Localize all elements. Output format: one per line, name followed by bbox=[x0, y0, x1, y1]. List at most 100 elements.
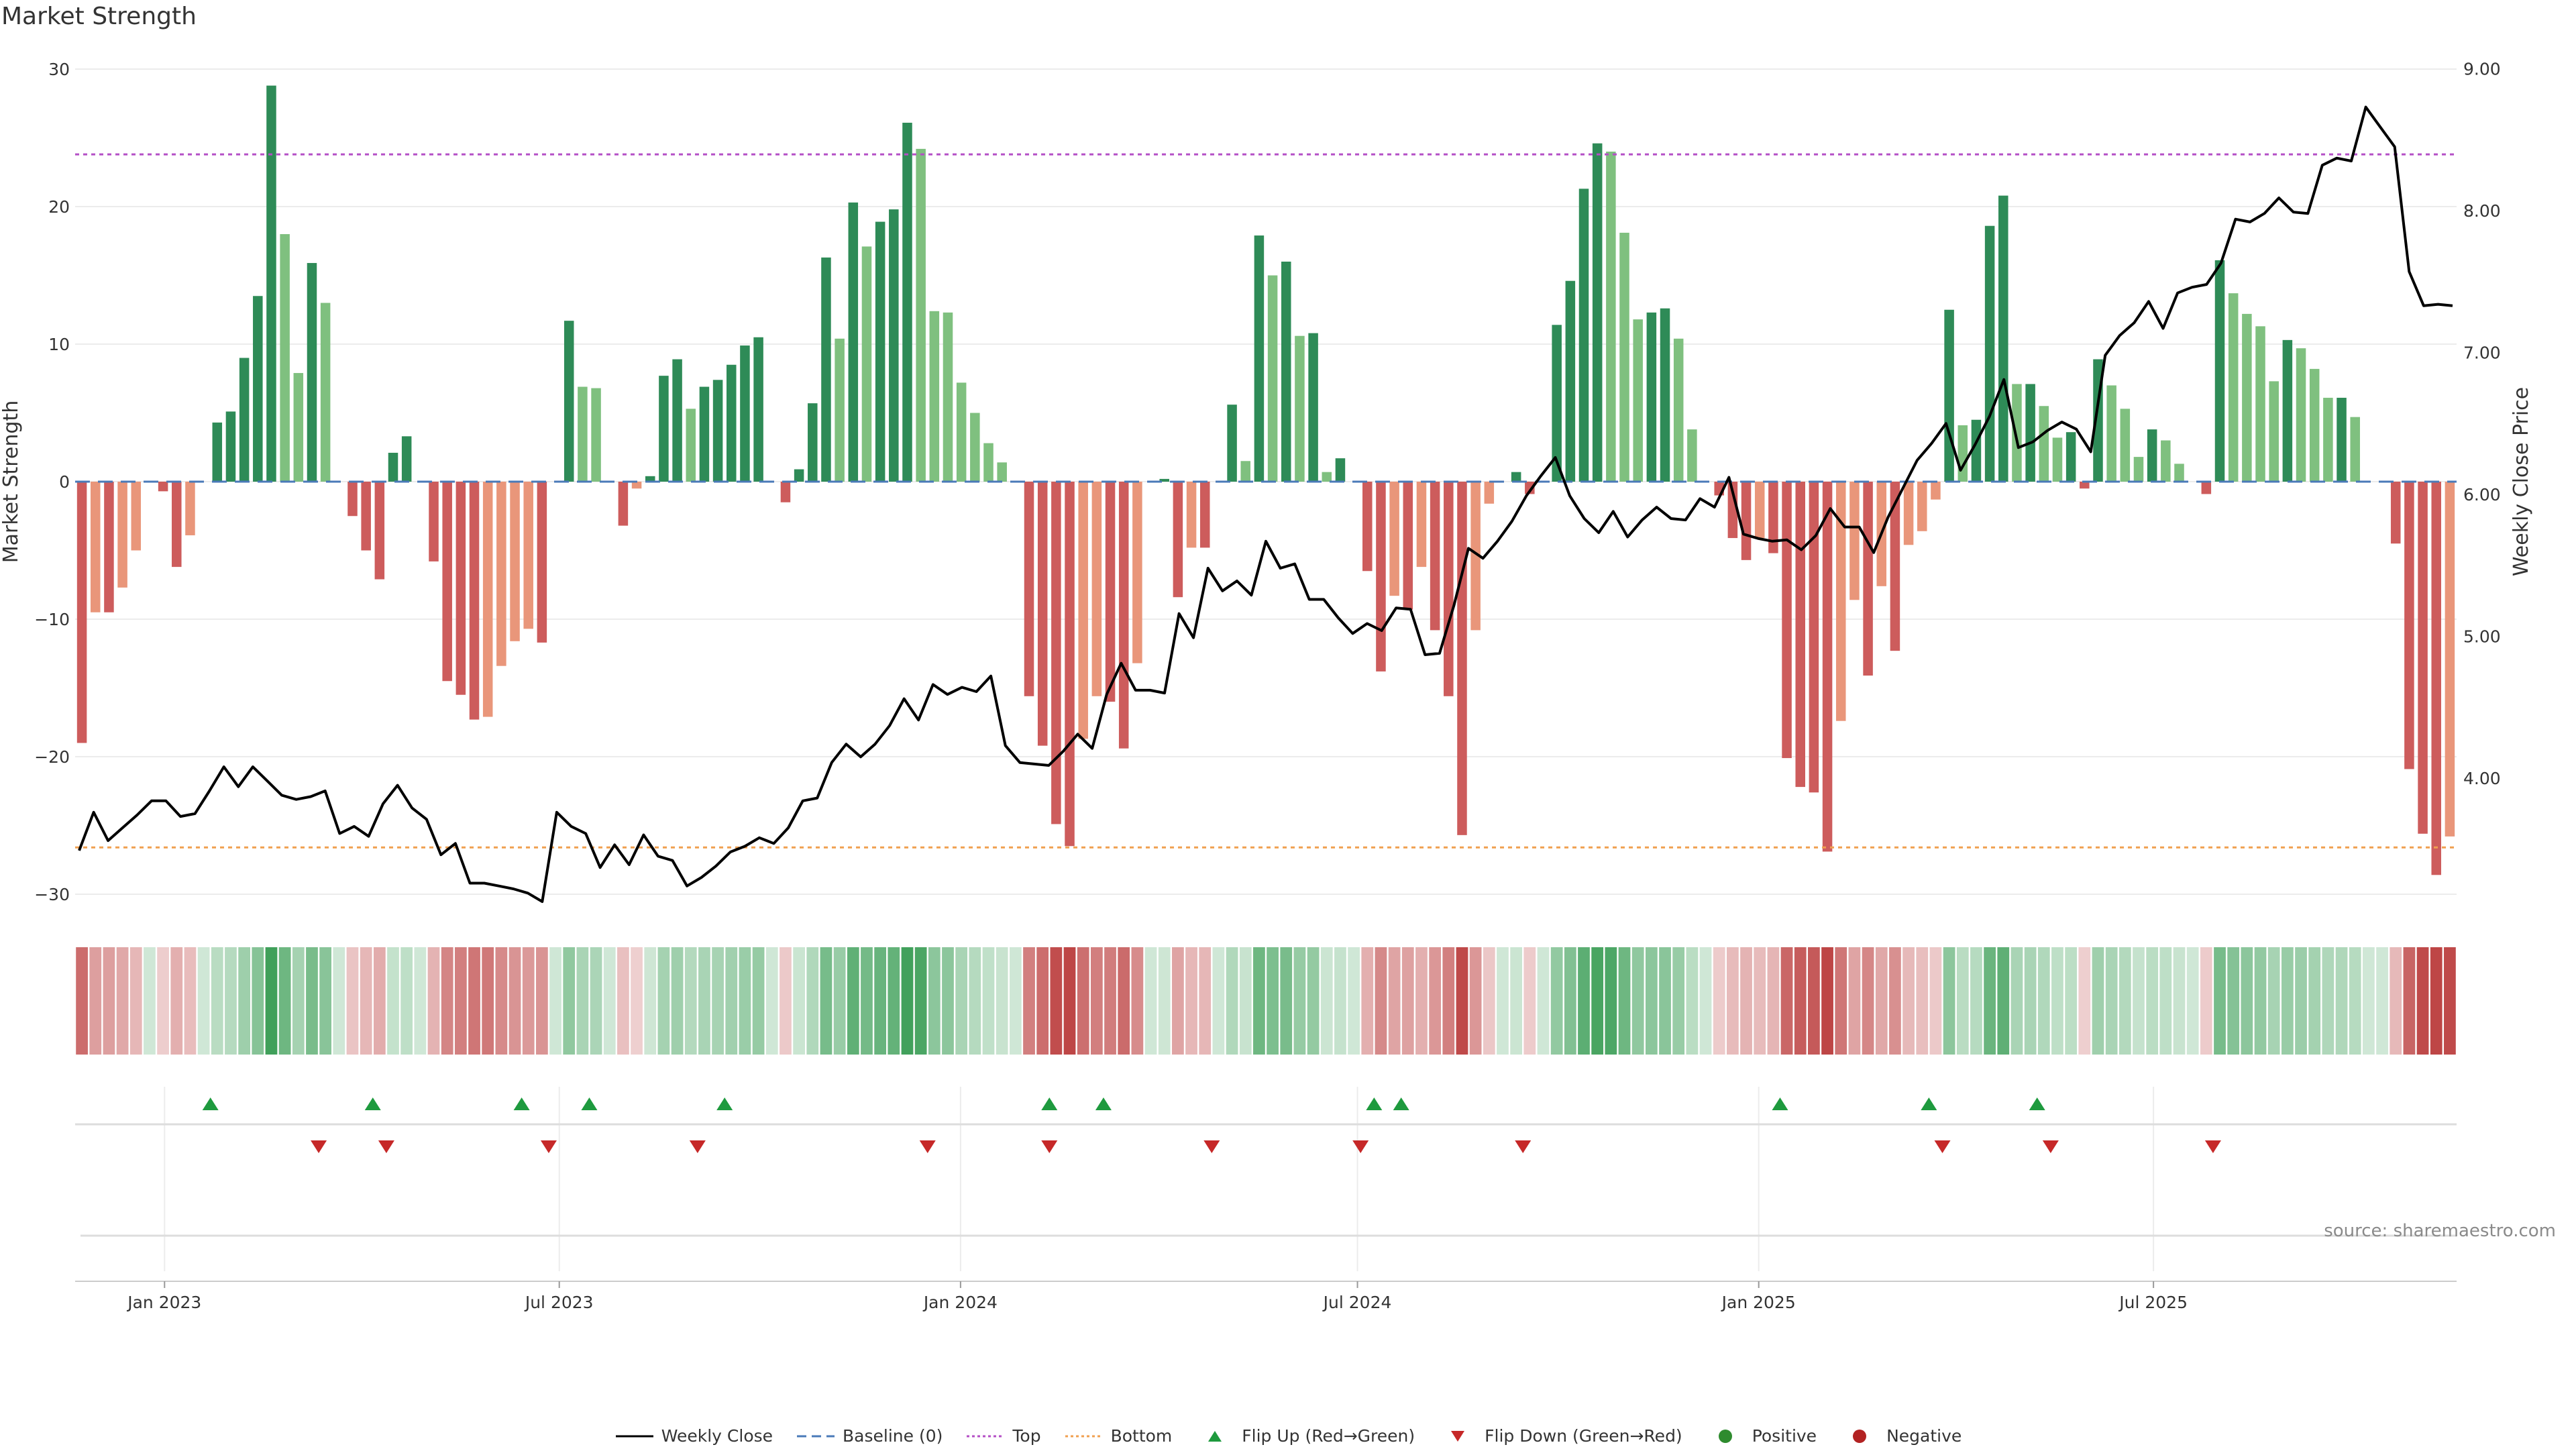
strength-bar bbox=[740, 345, 750, 482]
flip-down-marker bbox=[1515, 1140, 1532, 1153]
heat-cell bbox=[914, 947, 927, 1055]
heat-cell bbox=[1239, 947, 1252, 1055]
heat-cell bbox=[144, 947, 156, 1055]
strength-bar bbox=[239, 358, 250, 482]
heat-cell bbox=[671, 947, 684, 1055]
strength-bar bbox=[699, 386, 710, 482]
strength-bar bbox=[848, 202, 859, 482]
heat-cell bbox=[103, 947, 115, 1055]
strength-bar bbox=[388, 452, 398, 482]
heat-cell bbox=[1118, 947, 1130, 1055]
triangle-down-icon bbox=[1451, 1430, 1465, 1442]
strength-bar bbox=[1118, 482, 1129, 749]
heat-cell bbox=[1009, 947, 1022, 1055]
strength-bar bbox=[442, 482, 452, 682]
flip-down-marker bbox=[1934, 1140, 1951, 1153]
line-dotted-icon bbox=[967, 1435, 1005, 1437]
strength-bar bbox=[1822, 482, 1833, 852]
heat-cell bbox=[1090, 947, 1103, 1055]
reference-lines bbox=[75, 153, 2457, 849]
heat-cell bbox=[982, 947, 995, 1055]
strength-bar bbox=[2228, 293, 2239, 482]
strength-bar bbox=[1578, 189, 1589, 482]
heat-cell bbox=[1280, 947, 1293, 1055]
heat-cell bbox=[536, 947, 548, 1055]
heat-cell bbox=[1212, 947, 1225, 1055]
strength-bar bbox=[1322, 472, 1332, 482]
strength-bar bbox=[1091, 482, 1102, 696]
heat-cell bbox=[184, 947, 197, 1055]
strength-bar bbox=[875, 221, 885, 482]
heat-cell bbox=[1821, 947, 1833, 1055]
flip-down-marker bbox=[1352, 1140, 1369, 1153]
heat-cell bbox=[2335, 947, 2348, 1055]
strength-bar bbox=[1552, 325, 1562, 482]
strength-bar bbox=[2025, 384, 2035, 482]
heat-cell bbox=[346, 947, 359, 1055]
heat-cell bbox=[1375, 947, 1387, 1055]
heat-cell bbox=[1550, 947, 1563, 1055]
strength-bar bbox=[835, 338, 845, 482]
flip-down-marker bbox=[311, 1140, 327, 1153]
strength-bar bbox=[496, 482, 506, 666]
heat-cell bbox=[306, 947, 318, 1055]
heat-cell bbox=[2118, 947, 2131, 1055]
strength-bar bbox=[1660, 308, 1670, 482]
strength-bar bbox=[578, 386, 588, 482]
heat-cell bbox=[2267, 947, 2280, 1055]
strength-bar bbox=[1308, 333, 1318, 482]
heat-cell bbox=[712, 947, 724, 1055]
grid-lines bbox=[75, 68, 2457, 1271]
strength-bar bbox=[2418, 482, 2428, 834]
heat-cell bbox=[1523, 947, 1536, 1055]
strength-bar bbox=[1782, 482, 1792, 759]
strength-bar bbox=[1511, 472, 1521, 482]
strength-bar bbox=[1646, 312, 1657, 482]
strength-bar bbox=[1741, 482, 1752, 560]
strength-bar bbox=[672, 359, 682, 482]
heat-cell bbox=[1483, 947, 1495, 1055]
strength-bar bbox=[1484, 482, 1495, 504]
heat-cell bbox=[1659, 947, 1671, 1055]
strength-bar bbox=[1592, 143, 1603, 482]
heat-cell bbox=[780, 947, 792, 1055]
strength-bar bbox=[821, 257, 831, 482]
heat-cell bbox=[2227, 947, 2240, 1055]
heat-cell bbox=[1334, 947, 1346, 1055]
heat-cell bbox=[414, 947, 427, 1055]
strength-bar bbox=[929, 311, 940, 482]
strength-bar bbox=[727, 364, 737, 482]
heat-cell bbox=[928, 947, 941, 1055]
strength-bar bbox=[537, 482, 547, 643]
heat-cell bbox=[495, 947, 508, 1055]
strength-bar bbox=[523, 482, 533, 629]
heat-cell bbox=[2254, 947, 2267, 1055]
y-tick-label: 10 bbox=[48, 335, 70, 354]
strength-bar bbox=[1525, 482, 1535, 494]
y-tick-label: −10 bbox=[34, 610, 70, 629]
line-dotted-icon bbox=[1065, 1435, 1103, 1437]
heat-cell bbox=[2444, 947, 2456, 1055]
strength-bar bbox=[320, 303, 331, 482]
heat-cell bbox=[1429, 947, 1442, 1055]
heat-cell bbox=[684, 947, 697, 1055]
heat-cell bbox=[2078, 947, 2091, 1055]
strength-bar bbox=[280, 234, 290, 482]
strength-bar bbox=[956, 382, 967, 482]
strength-bar bbox=[2404, 482, 2414, 769]
strength-bar bbox=[1186, 482, 1197, 548]
strength-bar bbox=[970, 413, 980, 482]
strength-bar bbox=[2323, 397, 2333, 482]
heat-cell bbox=[603, 947, 616, 1055]
dot-icon bbox=[1718, 1429, 1732, 1443]
heat-cell bbox=[2133, 947, 2145, 1055]
flip-up-marker bbox=[1095, 1097, 1112, 1110]
strength-bar bbox=[1159, 478, 1169, 482]
heat-cell bbox=[1862, 947, 1874, 1055]
weekly-close-line bbox=[78, 105, 2453, 903]
heat-cell bbox=[1361, 947, 1374, 1055]
strength-bar bbox=[2214, 260, 2225, 482]
heat-cell bbox=[1469, 947, 1482, 1055]
strength-bar bbox=[659, 376, 669, 482]
y-axis-title: Market Strength bbox=[0, 400, 23, 563]
